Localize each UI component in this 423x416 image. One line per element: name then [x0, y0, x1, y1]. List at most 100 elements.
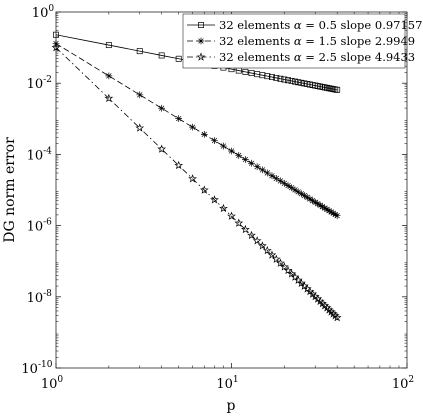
data-point — [319, 203, 326, 211]
y-tick-label: 10-8 — [27, 289, 53, 306]
legend-label: 32 elements α = 0.5 slope 0.97157 — [219, 18, 422, 32]
data-point — [295, 79, 302, 86]
data-point — [291, 186, 299, 194]
data-point — [211, 137, 218, 144]
data-point — [326, 85, 333, 92]
data-point — [279, 262, 289, 271]
data-point — [241, 156, 249, 163]
data-point — [175, 55, 182, 62]
legend-label: 32 elements α = 1.5 slope 2.9949 — [219, 34, 415, 48]
y-tick-label: 10-6 — [27, 218, 53, 235]
data-point — [327, 208, 335, 216]
data-point — [51, 42, 61, 52]
data-point — [175, 115, 183, 123]
data-point — [271, 254, 281, 263]
data-point — [158, 52, 165, 59]
data-point — [309, 197, 317, 205]
data-point — [188, 174, 197, 183]
data-point — [105, 42, 112, 49]
data-point — [248, 159, 255, 167]
data-point — [329, 209, 337, 217]
data-point — [283, 265, 293, 275]
data-point — [280, 179, 288, 187]
data-point — [136, 48, 143, 55]
y-axis-label: DG norm error — [2, 137, 18, 243]
y-tick-label: 10-4 — [27, 146, 53, 163]
data-point — [277, 75, 284, 82]
data-point — [268, 74, 275, 81]
data-point — [104, 93, 114, 103]
data-point — [259, 166, 266, 174]
y-tick-label: 10-10 — [21, 360, 52, 377]
data-point — [332, 313, 342, 322]
data-point — [258, 241, 267, 250]
data-point — [174, 160, 184, 170]
data-point — [105, 72, 113, 80]
data-point — [210, 195, 219, 204]
data-point — [228, 147, 235, 155]
data-point — [276, 258, 285, 267]
data-point — [293, 275, 303, 284]
series-line — [55, 47, 338, 318]
data-point — [220, 142, 227, 150]
data-point — [200, 130, 208, 138]
series-3 — [51, 42, 342, 322]
data-point — [330, 86, 337, 93]
data-point — [300, 192, 308, 199]
data-point — [287, 269, 296, 278]
data-point — [298, 79, 305, 86]
x-tick-label: 100 — [41, 375, 64, 392]
x-tick-label: 101 — [216, 375, 238, 392]
data-point — [263, 169, 271, 177]
data-point — [158, 104, 166, 112]
data-point — [325, 207, 333, 215]
data-point — [227, 211, 236, 220]
data-point — [288, 77, 295, 84]
data-point — [157, 144, 167, 153]
data-point — [306, 195, 314, 203]
data-point — [268, 172, 276, 180]
data-point — [234, 218, 244, 227]
data-point — [334, 86, 341, 93]
data-point — [242, 68, 249, 75]
data-point — [281, 76, 288, 83]
legend-marker — [196, 52, 206, 61]
data-point — [199, 185, 209, 194]
data-point — [331, 211, 339, 218]
data-point — [53, 31, 59, 38]
data-point — [273, 74, 280, 81]
y-tick-label: 100 — [32, 4, 55, 21]
data-point — [288, 184, 295, 192]
data-point — [252, 236, 262, 245]
series-2 — [52, 40, 341, 220]
data-point — [267, 250, 277, 259]
data-point — [314, 200, 322, 208]
data-point — [333, 212, 341, 220]
plot-area — [55, 11, 408, 369]
data-point — [277, 177, 284, 185]
legend-box — [182, 13, 406, 69]
data-point — [321, 84, 328, 91]
legend-marker — [197, 37, 205, 45]
data-point — [285, 77, 291, 84]
data-point — [332, 86, 339, 93]
data-point — [321, 204, 329, 212]
data-point — [290, 272, 300, 281]
data-point — [292, 78, 298, 85]
legend: 32 elements α = 0.5 slope 0.97157 32 elem… — [182, 13, 422, 69]
data-point — [328, 85, 335, 92]
legend-item: 32 elements α = 2.5 slope 4.9433 — [187, 50, 415, 64]
data-point — [284, 182, 292, 190]
data-point — [323, 206, 331, 213]
data-point — [324, 84, 330, 91]
data-point — [189, 123, 196, 131]
data-point — [135, 123, 145, 132]
data-point — [247, 230, 256, 240]
data-point — [294, 188, 302, 196]
data-point — [253, 163, 261, 171]
data-point — [219, 203, 228, 213]
data-point — [235, 152, 243, 159]
x-tick-label: 102 — [392, 375, 414, 392]
x-axis-label: p — [227, 398, 236, 414]
